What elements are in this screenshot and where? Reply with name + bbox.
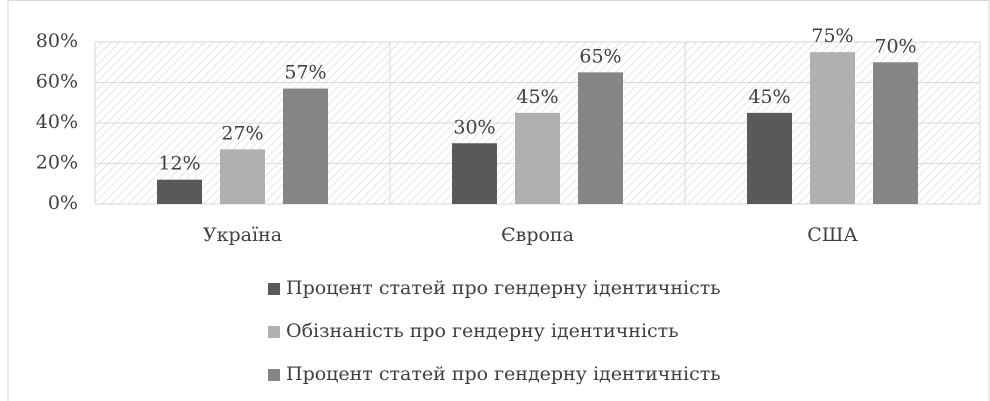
legend-swatch — [268, 283, 280, 295]
x-tick-label: Європа — [501, 224, 574, 246]
data-label: 75% — [811, 25, 853, 47]
legend-label: Процент статей про гендерну ідентичність — [286, 363, 721, 385]
data-label: 45% — [516, 86, 558, 108]
legend-swatch — [268, 326, 280, 338]
data-label: 12% — [158, 153, 200, 175]
legend-label: Обізнаність про гендерну ідентичність — [286, 320, 679, 342]
data-label: 70% — [874, 35, 916, 57]
bar — [452, 143, 497, 204]
bar — [157, 179, 202, 204]
bar — [283, 88, 328, 204]
data-label: 45% — [748, 86, 790, 108]
data-label: 27% — [221, 122, 263, 144]
legend-swatch — [268, 369, 280, 381]
bar — [747, 112, 792, 204]
data-label: 30% — [453, 116, 495, 138]
y-tick-label: 80% — [36, 30, 78, 52]
bar — [578, 72, 623, 204]
x-tick-label: США — [807, 224, 858, 246]
legend-label: Процент статей про гендерну ідентичність — [286, 277, 721, 299]
bar — [220, 149, 265, 204]
y-tick-label: 20% — [36, 152, 78, 174]
y-tick-label: 0% — [48, 192, 78, 214]
bar — [810, 52, 855, 204]
bar — [873, 62, 918, 204]
data-label: 65% — [579, 45, 621, 67]
chart-border — [7, 0, 990, 401]
bar — [515, 112, 560, 204]
x-tick-label: Україна — [203, 224, 282, 246]
data-label: 57% — [284, 62, 326, 84]
y-tick-label: 60% — [36, 71, 78, 93]
y-tick-label: 40% — [36, 111, 78, 133]
